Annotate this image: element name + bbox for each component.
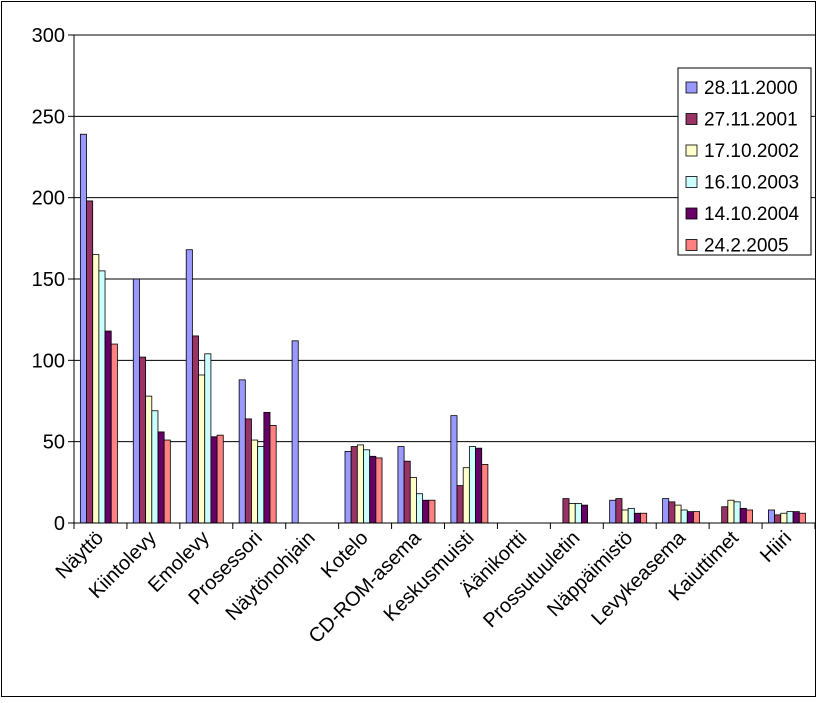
bar [422, 499, 430, 524]
y-tick-label: 250 [32, 106, 65, 128]
bar [693, 511, 701, 524]
legend-swatch [685, 239, 698, 251]
legend-label: 24.2.2005 [704, 236, 789, 257]
bar [344, 451, 352, 524]
legend-swatch [685, 207, 698, 220]
bar [185, 249, 193, 524]
bar [397, 446, 405, 524]
bar [132, 278, 140, 524]
y-tick-label: 0 [54, 513, 65, 535]
bar [369, 455, 377, 524]
bar [680, 509, 688, 524]
bar [745, 509, 753, 524]
bar [110, 343, 118, 524]
bars [79, 133, 806, 524]
legend-swatch [685, 113, 698, 125]
bar [191, 335, 199, 524]
bar [244, 418, 252, 524]
bar [640, 512, 648, 524]
y-tick-label: 150 [32, 269, 65, 291]
bar [674, 504, 682, 524]
y-tick-labels: 0 50 100 150 200 250 300 [32, 25, 65, 535]
bar [615, 498, 623, 524]
bar [481, 464, 489, 524]
axes [68, 34, 816, 529]
bar [739, 507, 747, 524]
bar [733, 501, 741, 524]
y-tick-label: 50 [43, 432, 65, 454]
bar [403, 460, 411, 524]
legend-label: 17.10.2002 [704, 141, 799, 162]
bar [662, 498, 670, 524]
bar [145, 395, 153, 524]
bar [238, 379, 246, 524]
bar [456, 485, 464, 524]
legend: 28.11.2000 27.11.2001 17.10.2002 16.10.2003… [677, 67, 812, 257]
bar [428, 499, 436, 524]
x-tick-labels: NäyttöKiintolevyEmolevyProsessoriNäytöno… [52, 526, 797, 647]
bar [774, 514, 782, 524]
bar [92, 254, 100, 524]
bar [686, 511, 694, 524]
bar [363, 449, 371, 524]
bar [157, 431, 165, 524]
bar [468, 446, 476, 524]
bar [204, 353, 212, 524]
bar [668, 501, 676, 524]
legend-swatch [685, 176, 698, 188]
legend-label: 28.11.2000 [704, 78, 798, 99]
bar [568, 503, 576, 524]
legend-label: 16.10.2003 [704, 173, 799, 194]
legend-label: 14.10.2004 [704, 204, 800, 225]
bar [450, 415, 458, 524]
bar [627, 507, 635, 524]
legend-box [677, 67, 812, 256]
bar [621, 509, 629, 524]
bar [104, 330, 112, 524]
bar [210, 436, 218, 524]
bar [350, 446, 358, 524]
legend-label: 27.11.2001 [704, 110, 798, 131]
y-tick-label: 200 [32, 188, 65, 210]
bar [609, 499, 617, 524]
bar [409, 477, 417, 524]
bar [562, 498, 570, 524]
bar [462, 467, 470, 524]
bar [98, 270, 106, 524]
bar [216, 434, 224, 524]
bar [79, 133, 87, 524]
bar [151, 410, 159, 524]
bar [780, 512, 788, 524]
bar [291, 340, 299, 524]
bar [798, 512, 806, 524]
y-tick-label: 300 [32, 25, 65, 47]
bar [198, 374, 206, 524]
bar [727, 499, 735, 524]
bar [375, 457, 383, 524]
bar [251, 439, 259, 524]
legend-swatch [685, 144, 698, 157]
bar [163, 439, 171, 524]
bar [263, 411, 271, 524]
bar [792, 511, 800, 524]
bar [416, 493, 424, 524]
bar [574, 503, 582, 524]
legend-swatch [685, 81, 698, 94]
bar [768, 509, 775, 524]
bar [475, 447, 483, 524]
bar [786, 511, 794, 524]
bar [86, 200, 94, 524]
x-tick-label: Hiiri [756, 527, 796, 567]
bar [257, 446, 265, 524]
bar [356, 444, 364, 524]
bar [721, 506, 729, 524]
y-tick-label: 100 [32, 350, 65, 372]
bar [633, 512, 641, 524]
bar [139, 356, 147, 524]
bar [581, 504, 588, 524]
bar [269, 424, 277, 524]
